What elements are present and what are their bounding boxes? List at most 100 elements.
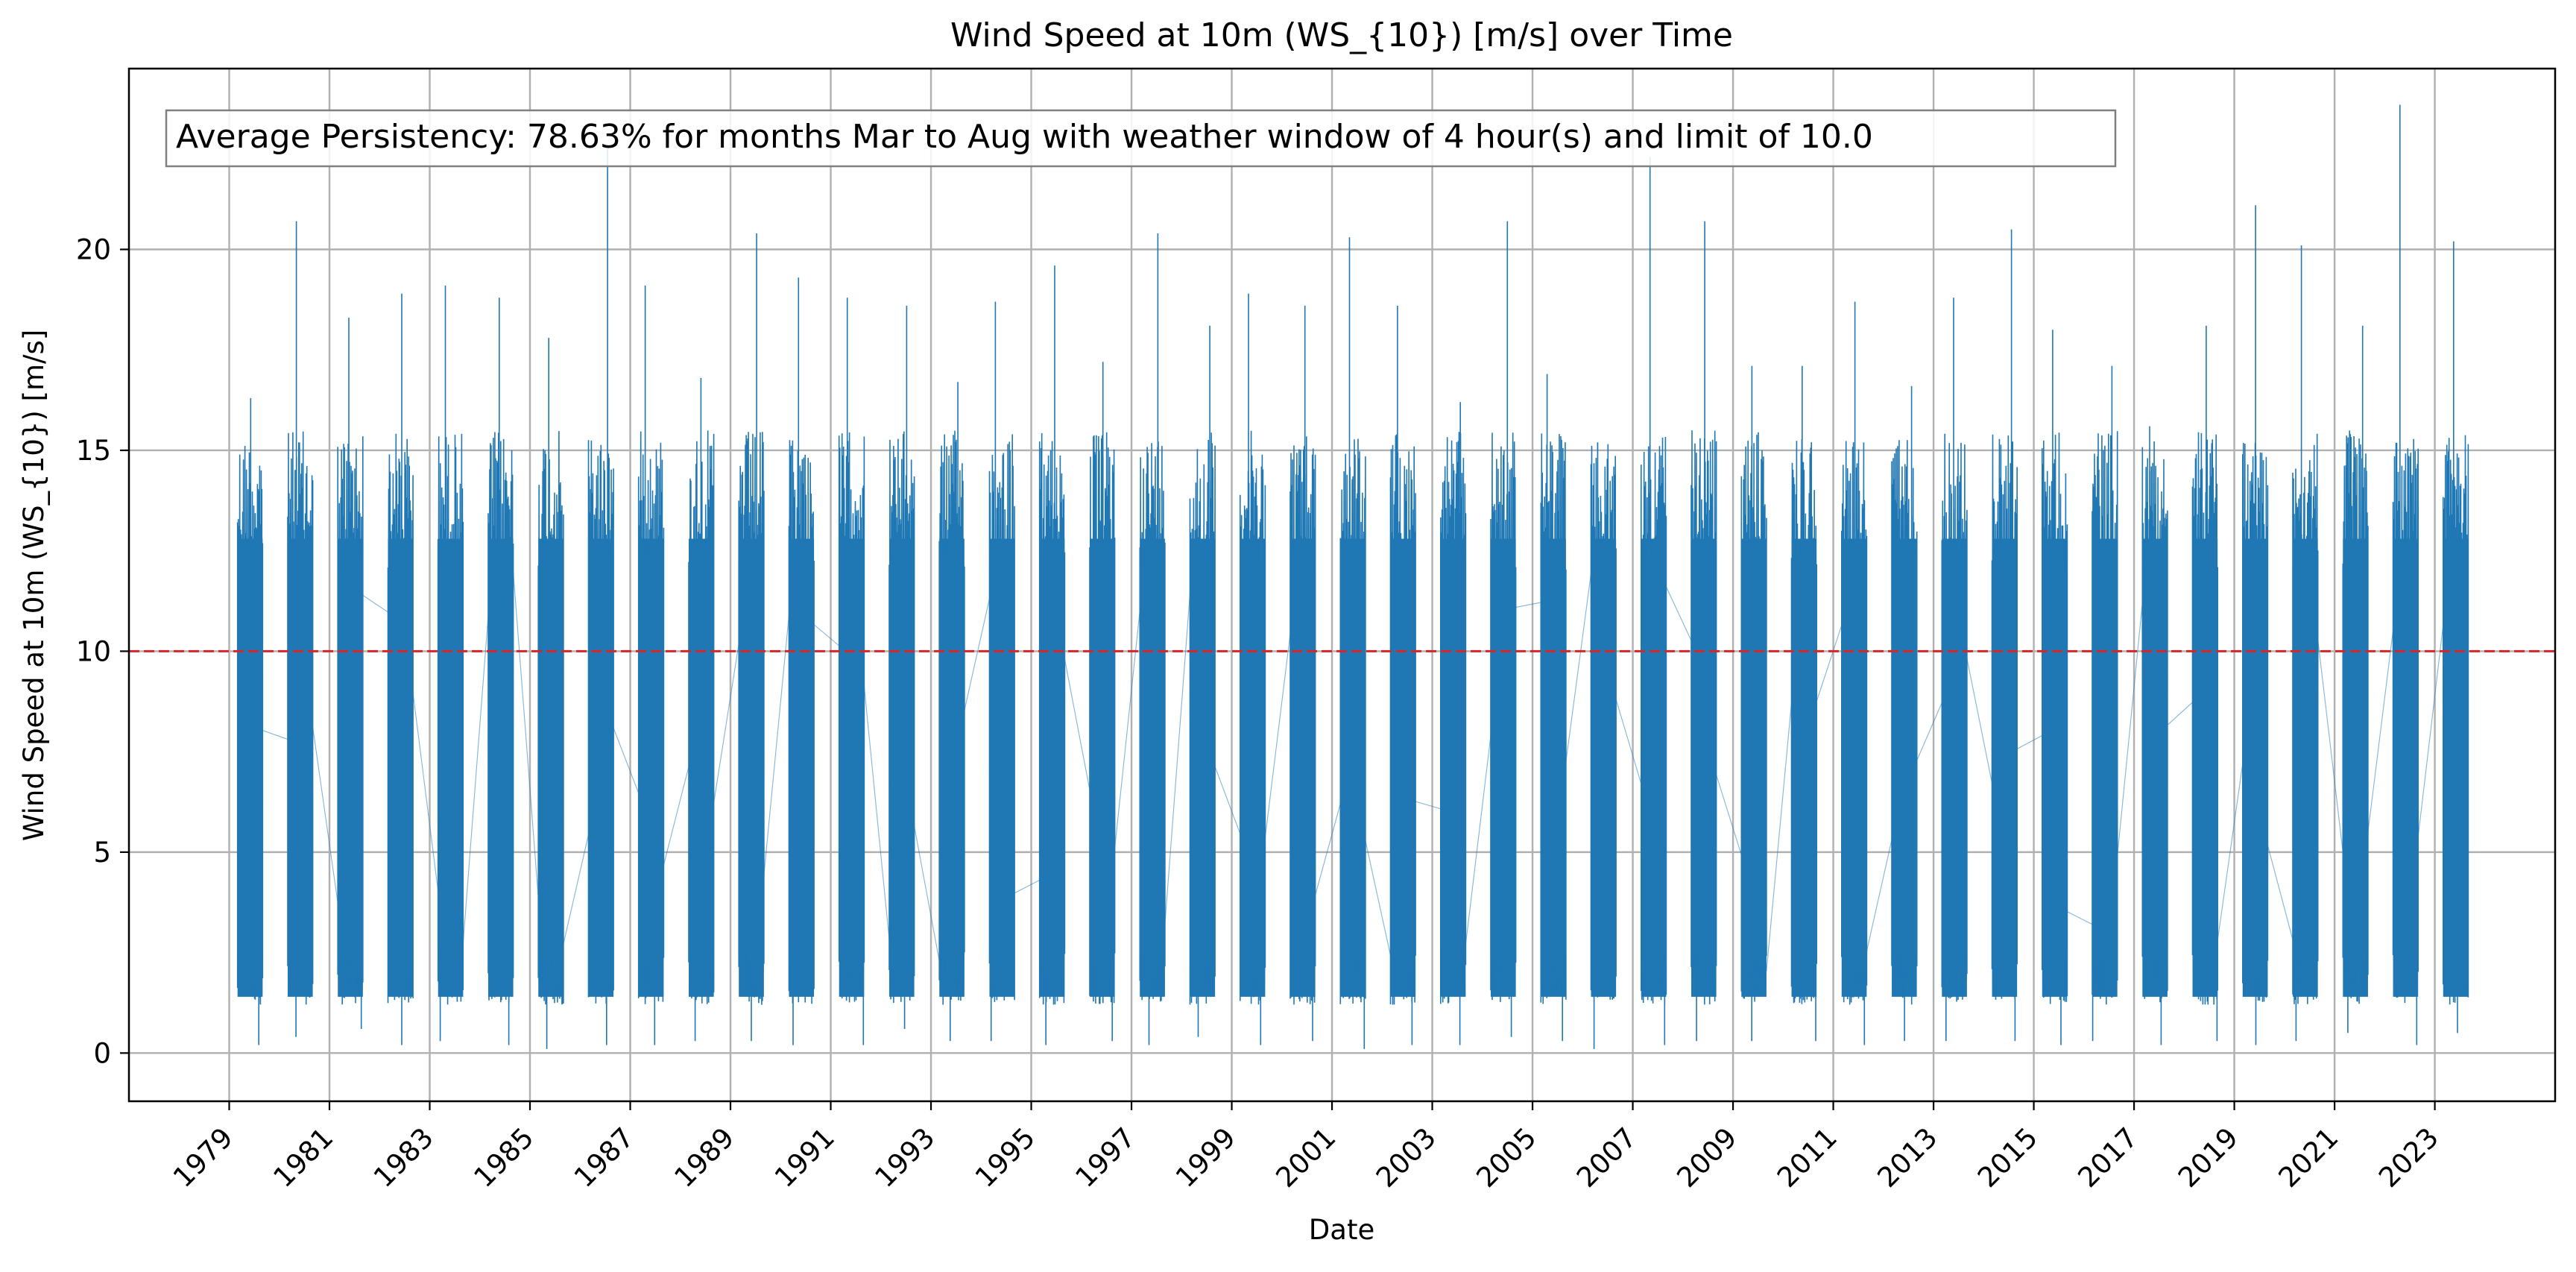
season-trace-2017 — [2141, 426, 2168, 1045]
gap-connector — [513, 572, 539, 898]
season-trace-2011 — [1841, 301, 1868, 1045]
season-trace-2021 — [2342, 325, 2369, 1033]
series-layer — [236, 104, 2469, 1049]
gap-connector — [462, 616, 489, 943]
season-trace-2012 — [1891, 385, 1918, 1042]
season-trace-2003 — [1440, 402, 1467, 1045]
x-axis-label: Date — [1309, 1214, 1374, 1246]
season-trace-2010 — [1790, 365, 1817, 1042]
gap-connector — [863, 686, 890, 939]
season-trace-2020 — [2292, 245, 2319, 1042]
gap-connector — [1515, 602, 1541, 608]
season-trace-1991 — [838, 297, 865, 1045]
gap-connector — [613, 728, 640, 793]
gap-connector — [663, 766, 689, 866]
gap-connector — [2317, 639, 2343, 853]
gap-connector — [2217, 763, 2244, 941]
season-trace-1999 — [1240, 293, 1266, 1045]
gap-connector — [2067, 911, 2093, 925]
season-trace-1984 — [487, 297, 514, 1045]
season-trace-1992 — [888, 306, 915, 1029]
annotation-box — [165, 109, 2117, 168]
annotation-text: Average Persistency: 78.63% for months M… — [176, 118, 1873, 156]
season-trace-1981 — [337, 318, 364, 1029]
plot-frame — [127, 67, 2557, 1103]
season-trace-1998 — [1189, 325, 1216, 1037]
gap-connector — [1365, 840, 1392, 956]
gap-connector — [2367, 630, 2394, 832]
gap-connector — [1966, 658, 1993, 784]
gap-connector — [1615, 699, 1642, 784]
gap-connector — [412, 693, 439, 892]
season-trace-1979 — [236, 397, 264, 1045]
gap-connector — [2016, 735, 2043, 749]
gap-connector — [362, 594, 388, 613]
season-trace-2006 — [1590, 442, 1617, 1049]
gap-connector — [763, 615, 790, 875]
season-trace-2018 — [2191, 325, 2218, 1042]
gap-connector — [1716, 775, 1742, 855]
gap-connector — [1665, 586, 1692, 641]
season-trace-2002 — [1389, 306, 1416, 1045]
season-trace-1983 — [437, 286, 464, 1042]
gap-connector — [964, 598, 991, 711]
gap-connector — [2117, 602, 2143, 856]
season-trace-2016 — [2092, 365, 2118, 1042]
y-tick-label: 0 — [93, 1037, 111, 1069]
y-axis-label: Wind Speed at 10m (WS_{10}) [m/s] — [18, 330, 50, 841]
y-tick-label: 5 — [93, 837, 111, 869]
season-trace-1993 — [938, 382, 965, 1042]
gap-connector — [1465, 735, 1491, 945]
season-trace-2015 — [2042, 330, 2068, 1045]
gap-connector — [1014, 879, 1040, 894]
season-trace-1982 — [387, 293, 414, 1045]
season-trace-2009 — [1740, 365, 1767, 1042]
season-trace-2019 — [2242, 205, 2269, 1045]
season-trace-1994 — [988, 301, 1015, 1042]
gap-connector — [914, 826, 940, 961]
season-trace-1987 — [637, 286, 665, 1045]
chart-title: Wind Speed at 10m (WS_{10}) [m/s] over T… — [950, 16, 1733, 54]
gap-connector — [1315, 803, 1341, 895]
season-trace-1997 — [1139, 233, 1166, 1045]
gap-connector — [2167, 702, 2193, 725]
season-trace-2000 — [1289, 306, 1316, 1042]
gap-connector — [1214, 766, 1241, 834]
season-trace-1996 — [1089, 362, 1116, 1042]
season-trace-1989 — [738, 233, 765, 1042]
season-trace-2007 — [1641, 157, 1667, 1045]
gap-connector — [1565, 573, 1592, 762]
season-trace-2005 — [1540, 374, 1567, 1042]
gap-connector — [1816, 625, 1843, 702]
y-tick-label: 15 — [76, 435, 111, 467]
gap-connector — [1264, 633, 1291, 838]
season-trace-1980 — [287, 221, 314, 1037]
gap-connector — [2417, 625, 2444, 837]
gap-connector — [1415, 801, 1441, 810]
season-trace-2022 — [2392, 104, 2419, 1045]
season-trace-1995 — [1038, 265, 1066, 1045]
season-trace-1985 — [537, 338, 564, 1049]
gap-connector — [1916, 702, 1942, 761]
gap-connector — [2267, 845, 2294, 940]
gap-connector — [713, 643, 739, 803]
season-trace-1986 — [587, 148, 614, 1045]
gap-connector — [1164, 593, 1191, 925]
gap-connector — [1064, 658, 1090, 790]
gap-connector — [312, 726, 338, 904]
gap-connector — [563, 834, 590, 945]
season-trace-1990 — [788, 277, 815, 1045]
gap-connector — [262, 730, 288, 740]
season-trace-2004 — [1490, 221, 1517, 1037]
y-tick-label: 20 — [76, 234, 111, 266]
gap-connector — [1766, 702, 1793, 972]
season-trace-2023 — [2443, 241, 2469, 1033]
season-trace-2001 — [1339, 237, 1366, 1049]
gap-connector — [1866, 840, 1892, 951]
season-trace-1988 — [688, 378, 715, 1042]
season-trace-2008 — [1690, 221, 1717, 1042]
season-trace-2013 — [1941, 297, 1968, 1042]
